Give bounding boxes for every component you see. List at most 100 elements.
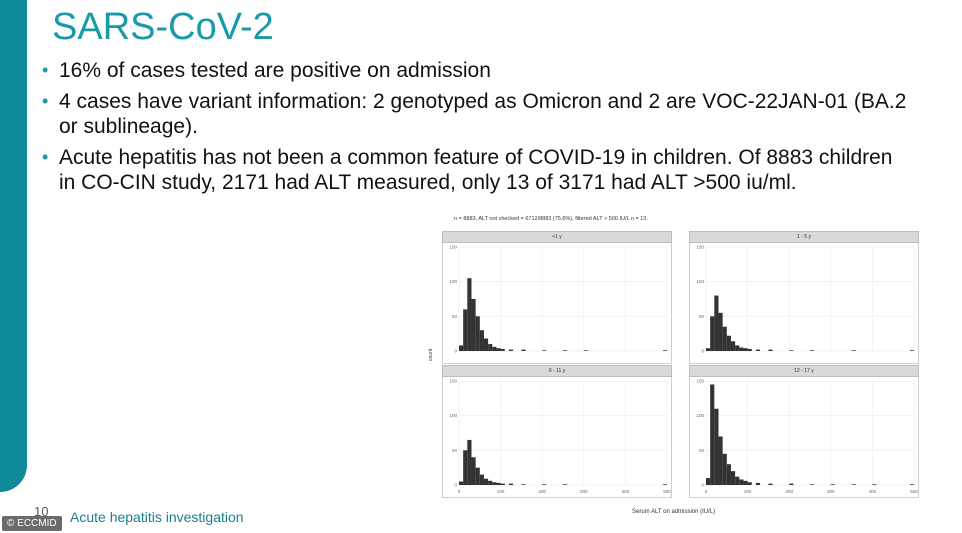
histogram-bar: [851, 484, 856, 485]
histogram-bar: [521, 349, 526, 351]
y-tick-label: 50: [699, 314, 705, 319]
y-tick-label: 100: [449, 413, 457, 418]
panel-strip-label: 1 - 5 y: [689, 231, 919, 243]
histogram-bar: [483, 478, 489, 485]
histogram-bar: [872, 484, 877, 485]
panel-plot-area: 0 50 100 150 0 100 200 300 400 500: [442, 377, 672, 498]
y-tick-label: 100: [696, 279, 704, 284]
histogram-bar: [755, 482, 761, 485]
histogram-bar: [471, 299, 476, 351]
histogram-bar: [508, 483, 514, 485]
bullet-item: • 4 cases have variant information: 2 gen…: [42, 90, 907, 138]
bullet-item: • Acute hepatitis has not been a common f…: [42, 146, 893, 194]
y-tick-label: 150: [449, 379, 457, 384]
histogram-bar: [718, 312, 723, 351]
histogram-bar: [479, 474, 484, 485]
histogram-bar: [483, 338, 489, 351]
histogram-bar: [459, 345, 464, 351]
histogram-panel: 1 - 5 y 0 50 100 150: [689, 231, 919, 364]
histogram-bar: [459, 481, 464, 485]
bullet-dot-icon: •: [42, 91, 49, 111]
y-tick-label: 100: [696, 413, 704, 418]
histogram-bar: [789, 483, 794, 485]
histogram-svg: 0 50 100 150: [449, 245, 668, 354]
y-tick-label: 150: [449, 245, 457, 250]
histogram-svg: 0 50 100 150: [696, 245, 915, 354]
histogram-bar: [500, 348, 505, 351]
histogram-bar: [735, 476, 740, 485]
histogram-bar: [496, 348, 501, 351]
histogram-bar: [710, 384, 715, 485]
histogram-bar: [909, 350, 914, 351]
histogram-bar: [488, 480, 493, 485]
x-tick-label: 300: [580, 489, 588, 494]
histogram-svg: 0 50 100 150 0 100 200 300 400 500: [696, 379, 918, 495]
x-axis-label: Serum ALT on admission (IU/L): [632, 509, 716, 515]
y-tick-label: 0: [454, 349, 457, 354]
histogram-bar: [492, 346, 497, 351]
slide-title: SARS-CoV-2: [52, 6, 274, 48]
histogram-bar: [463, 450, 468, 485]
x-tick-label: 500: [910, 489, 918, 494]
x-tick-label: 0: [458, 489, 461, 494]
histogram-bar: [722, 453, 727, 485]
panel-plot-area: 0 50 100 150: [442, 243, 672, 364]
histogram-bar: [739, 479, 744, 485]
histogram-bar: [739, 347, 744, 351]
histogram-bar: [830, 484, 835, 485]
x-tick-label: 100: [744, 489, 752, 494]
histogram-bar: [662, 350, 667, 351]
histogram-bar: [662, 484, 667, 485]
histogram-bar: [755, 349, 761, 351]
histogram-bar: [743, 480, 748, 485]
histogram-bar: [743, 348, 748, 351]
y-axis-label: count: [428, 348, 434, 361]
histogram-bar: [726, 335, 731, 351]
histogram-bar: [706, 348, 711, 351]
histogram-bar: [768, 349, 773, 351]
histogram-bar: [492, 482, 497, 485]
histogram-bar: [730, 341, 736, 351]
histogram-bar: [521, 484, 526, 485]
histogram-bar: [747, 482, 752, 485]
histogram-bar: [735, 345, 740, 351]
y-tick-label: 50: [452, 314, 458, 319]
y-tick-label: 50: [699, 448, 705, 453]
histogram-bar: [714, 408, 719, 485]
histogram-bar: [479, 330, 484, 351]
x-tick-label: 500: [663, 489, 671, 494]
histogram-bar: [542, 484, 547, 485]
bullet-list: • 16% of cases tested are positive on adm…: [42, 58, 912, 201]
y-tick-label: 150: [696, 379, 704, 384]
histogram-bar: [730, 471, 736, 485]
histogram-bar: [710, 316, 715, 351]
histogram-bar: [467, 278, 472, 351]
histogram-bar: [508, 349, 514, 351]
histogram-bar: [718, 436, 723, 485]
histogram-bar: [471, 457, 476, 485]
slide-number: 10: [34, 504, 49, 519]
panel-plot-area: 0 50 100 150 0 100 200 300 400 500: [689, 377, 919, 498]
histogram-bar: [810, 350, 815, 351]
histogram-bar: [467, 439, 472, 485]
histogram-bar: [583, 350, 588, 351]
panel-plot-area: 0 50 100 150: [689, 243, 919, 364]
histogram-bar: [706, 478, 711, 485]
histogram-bar: [563, 484, 568, 485]
x-tick-label: 0: [705, 489, 708, 494]
y-tick-label: 150: [696, 245, 704, 250]
y-tick-label: 0: [454, 483, 457, 488]
histogram-bar: [714, 295, 719, 351]
y-tick-label: 50: [452, 448, 458, 453]
y-tick-label: 100: [449, 279, 457, 284]
bullet-dot-icon: •: [42, 147, 49, 167]
histogram-bar: [563, 350, 568, 351]
histogram-bar: [909, 484, 914, 485]
histogram-bar: [542, 350, 547, 351]
panel-strip-label: 6 - 11 y: [442, 365, 672, 377]
bullet-item: • 16% of cases tested are positive on adm…: [42, 59, 491, 82]
footer-title: Acute hepatitis investigation: [70, 509, 244, 525]
histogram-bar: [747, 348, 752, 351]
histogram-bar: [475, 316, 480, 351]
left-accent-bar: [0, 0, 27, 492]
